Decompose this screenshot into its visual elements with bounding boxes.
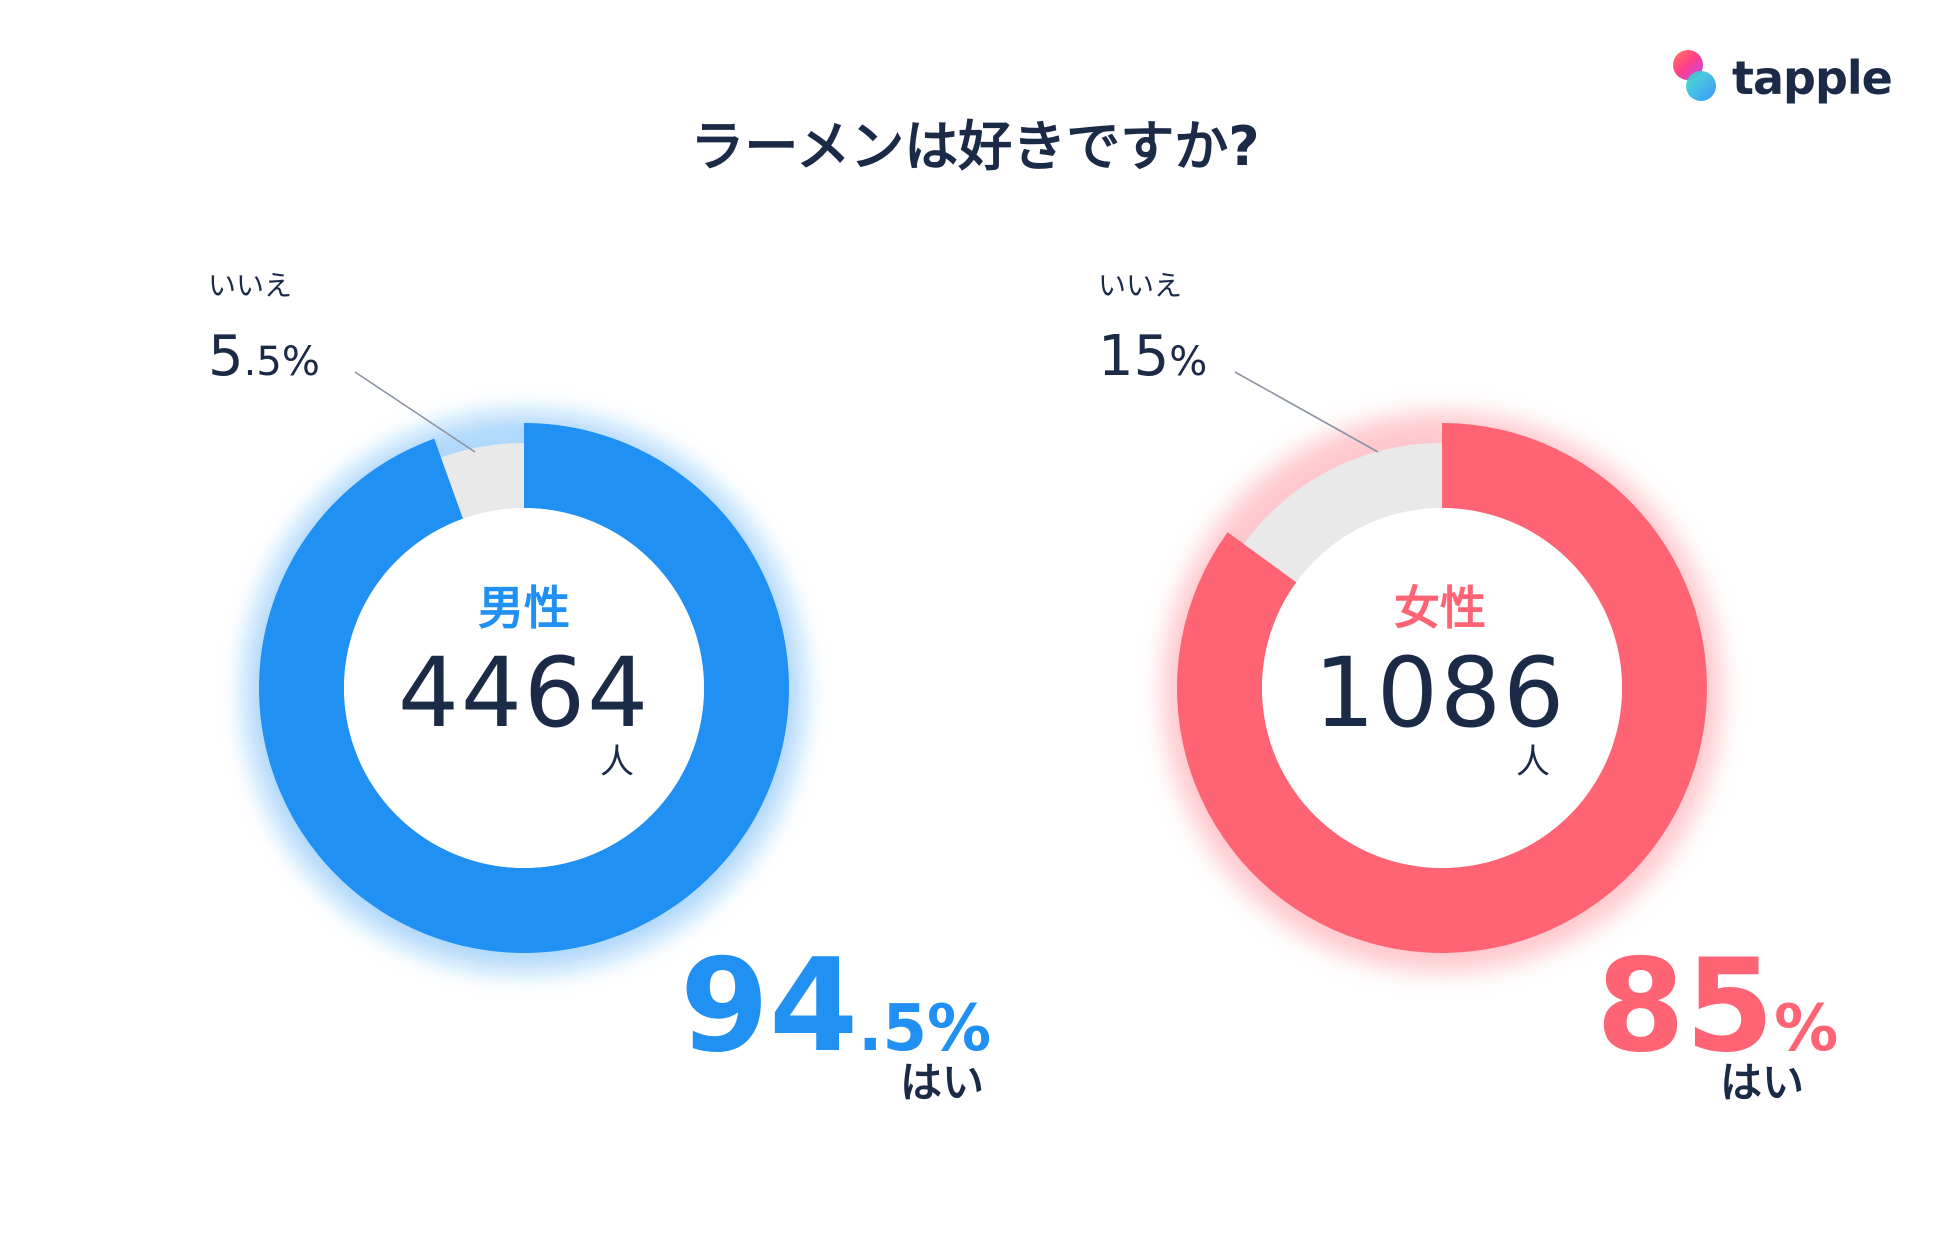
male-no-value: 5.5% (208, 325, 320, 394)
male-no-slice (441, 443, 524, 519)
male-yes-pct: % (926, 992, 992, 1066)
female-yes-pct: % (1774, 992, 1839, 1066)
male-yes-int: 94 (680, 932, 859, 1081)
male-center-label: 男性 (478, 581, 570, 635)
male-no-pct: % (281, 339, 320, 385)
male-no-dec: .5 (243, 339, 282, 385)
female-count: 1086 (1313, 637, 1567, 749)
female-center-label: 女性 (1394, 581, 1486, 635)
page-title: ラーメンは好きですか? (690, 115, 1260, 178)
female-yes-label: はい (1720, 1058, 1805, 1107)
brand-name: tapple (1732, 51, 1893, 105)
female-count-unit: 人 (1516, 742, 1550, 782)
female-yes-slice (1177, 423, 1707, 953)
female-no-slice (1243, 443, 1442, 583)
female-donut-hole (1262, 508, 1622, 868)
male-no-leader-line (354, 371, 476, 453)
female-yes-value: 85% (1596, 942, 1838, 1110)
female-no-label: いいえ (1098, 269, 1183, 302)
tapple-logo: tapple (1668, 48, 1908, 108)
male-count: 4464 (397, 637, 651, 749)
male-no-label: いいえ (208, 269, 293, 302)
male-yes-value: 94.5% (680, 942, 991, 1110)
male-yes-slice (259, 423, 789, 954)
female-no-value: 15% (1098, 325, 1207, 394)
male-count-unit: 人 (600, 742, 634, 782)
female-no-int: 15 (1098, 324, 1170, 389)
male-donut-hole (344, 508, 704, 868)
male-no-int: 5 (208, 324, 244, 389)
female-no-leader-line (1234, 371, 1379, 453)
female-yes-int: 85 (1596, 932, 1775, 1081)
tapple-logo-icon (1673, 50, 1716, 101)
male-yes-label: はい (900, 1058, 985, 1107)
female-no-pct: % (1169, 339, 1208, 385)
male-yes-dec: .5 (858, 992, 927, 1066)
